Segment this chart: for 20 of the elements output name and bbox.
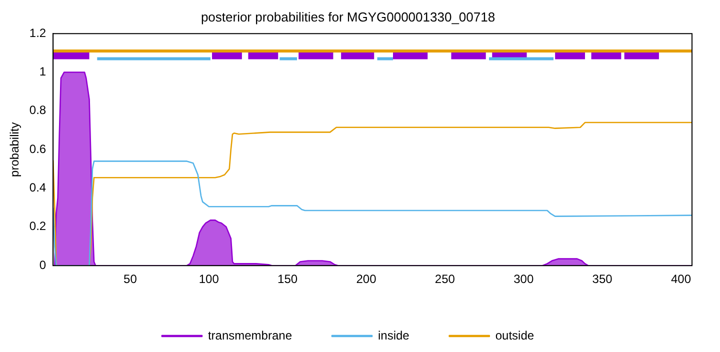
y-tick-label: 0.8	[29, 103, 46, 118]
x-tick-label: 400	[670, 272, 692, 286]
y-tick-label: 0.6	[29, 142, 46, 156]
y-tick-label: 0.4	[29, 180, 46, 195]
x-tick-label: 250	[434, 272, 456, 286]
y-tick-label: 0.2	[29, 219, 46, 234]
legend-label: outside	[495, 328, 534, 342]
y-tick-label: 1.2	[29, 26, 46, 40]
y-tick-label: 1	[39, 64, 46, 79]
x-tick-label: 150	[278, 272, 298, 286]
x-tick-label: 100	[198, 272, 220, 286]
y-tick-label: 0	[39, 258, 46, 272]
x-tick-label: 50	[124, 272, 138, 286]
y-axis-title: probability	[8, 122, 22, 177]
x-tick-label: 200	[356, 272, 377, 286]
chart-title: posterior probabilities for MGYG000001330_00718	[200, 9, 496, 24]
legend-label: inside	[378, 328, 410, 342]
legend-label: transmembrane	[208, 328, 292, 342]
x-tick-label: 300	[514, 272, 534, 286]
x-tick-label: 350	[592, 272, 613, 286]
